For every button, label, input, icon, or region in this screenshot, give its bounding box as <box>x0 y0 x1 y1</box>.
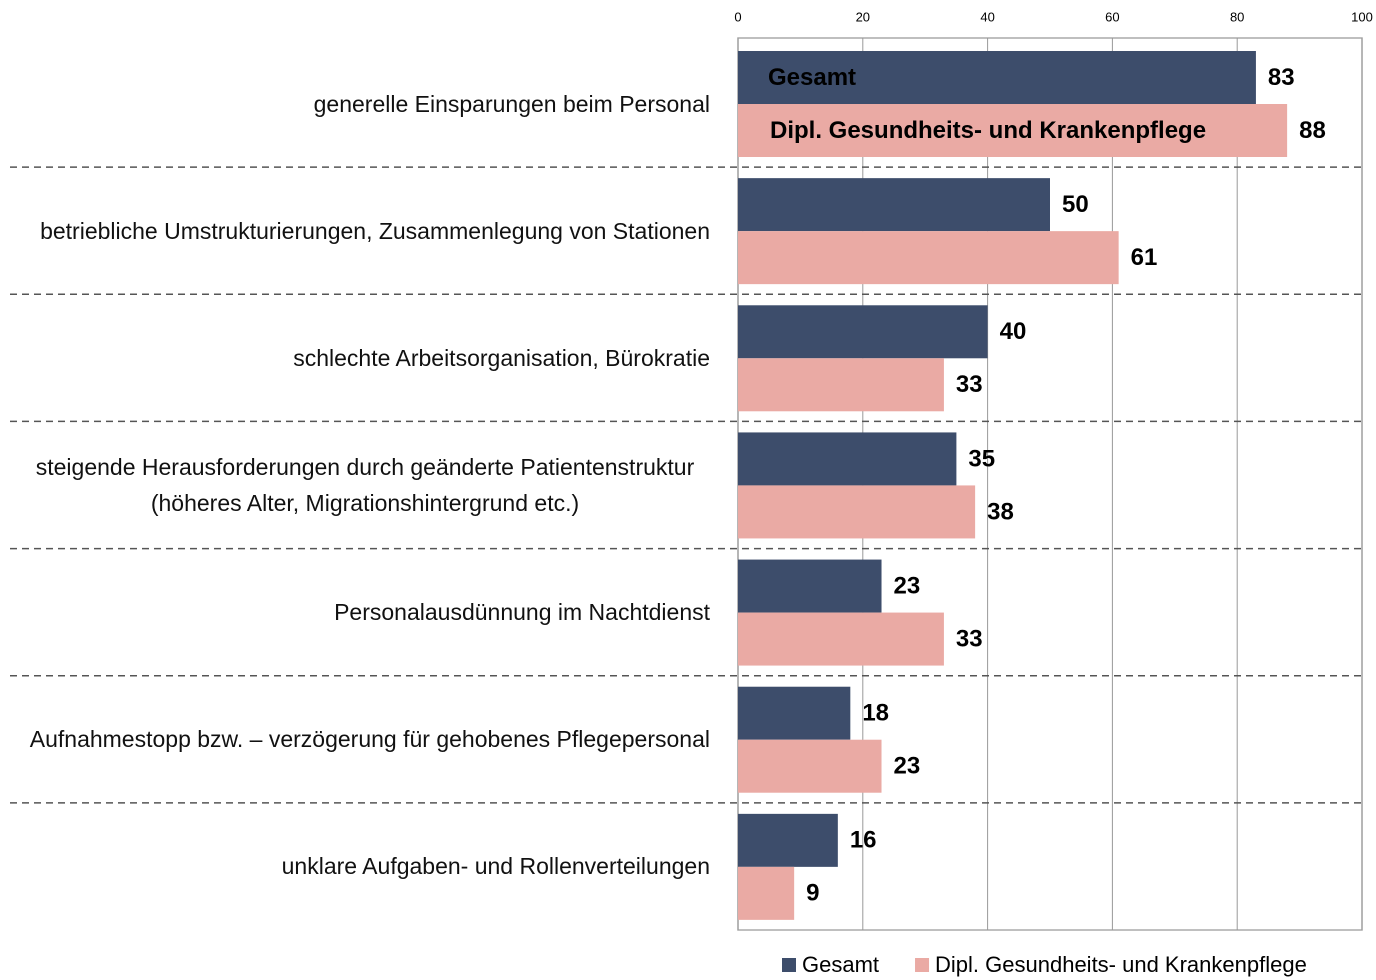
x-tick-label: 0 <box>734 9 741 24</box>
data-label: 23 <box>894 572 921 599</box>
y-tick-label: unklare Aufgaben- und Rollenverteilungen <box>281 853 710 880</box>
x-tick-label: 80 <box>1230 9 1244 24</box>
legend-label: Dipl. Gesundheits- und Krankenpflege <box>935 952 1307 977</box>
data-label: 83 <box>1268 64 1295 91</box>
legend-swatch <box>782 958 796 972</box>
data-label: 35 <box>968 445 995 472</box>
bar <box>738 485 976 539</box>
x-tick-label: 100 <box>1351 9 1373 24</box>
data-label: 33 <box>956 371 983 398</box>
data-label: 18 <box>862 700 889 727</box>
x-tick-label: 20 <box>856 9 870 24</box>
data-label: 38 <box>987 498 1014 525</box>
legend-swatch <box>915 958 930 972</box>
bar <box>738 231 1119 285</box>
bar <box>738 104 1288 157</box>
bar-series-label: Dipl. Gesundheits- und Krankenpflege <box>770 117 1206 144</box>
data-label: 33 <box>956 625 983 652</box>
category-label-box: betriebliche Umstrukturierungen, Zusamme… <box>10 167 710 294</box>
bar <box>738 686 851 740</box>
category-label-box: unklare Aufgaben- und Rollenverteilungen <box>10 803 710 930</box>
bar <box>738 305 988 359</box>
data-label: 16 <box>850 827 877 854</box>
bar <box>738 358 944 412</box>
data-label: 23 <box>894 753 921 780</box>
category-label-box: Personalausdünnung im Nachtdienst <box>10 549 710 676</box>
category-label-box: generelle Einsparungen beim Personal <box>10 40 710 167</box>
data-label: 9 <box>806 880 819 907</box>
y-tick-label: generelle Einsparungen beim Personal <box>313 90 710 117</box>
bar <box>738 813 838 867</box>
y-tick-label: Aufnahmestopp bzw. – verzögerung für geh… <box>29 726 710 753</box>
bar <box>738 739 882 793</box>
x-tick-label: 60 <box>1105 9 1119 24</box>
y-tick-label: steigende Herausforderungen durch geände… <box>35 453 695 516</box>
bar <box>738 178 1050 232</box>
data-label: 61 <box>1131 244 1158 271</box>
bar <box>738 559 882 613</box>
data-label: 88 <box>1299 117 1326 144</box>
x-tick-label: 40 <box>980 9 994 24</box>
bar <box>738 51 1256 104</box>
y-tick-label: schlechte Arbeitsorganisation, Bürokrati… <box>293 344 710 371</box>
y-tick-label: betriebliche Umstrukturierungen, Zusamme… <box>40 217 710 244</box>
category-label-box: Aufnahmestopp bzw. – verzögerung für geh… <box>10 676 710 803</box>
bar <box>738 612 944 666</box>
legend-label: Gesamt <box>802 952 879 977</box>
category-label-box: steigende Herausforderungen durch geände… <box>10 421 710 548</box>
bar <box>738 432 957 486</box>
category-label-box: schlechte Arbeitsorganisation, Bürokrati… <box>10 294 710 421</box>
bar <box>738 866 795 920</box>
bar-series-label: Gesamt <box>768 64 856 91</box>
data-label: 50 <box>1062 191 1089 218</box>
data-label: 40 <box>1000 318 1027 345</box>
y-tick-label: Personalausdünnung im Nachtdienst <box>334 599 710 626</box>
